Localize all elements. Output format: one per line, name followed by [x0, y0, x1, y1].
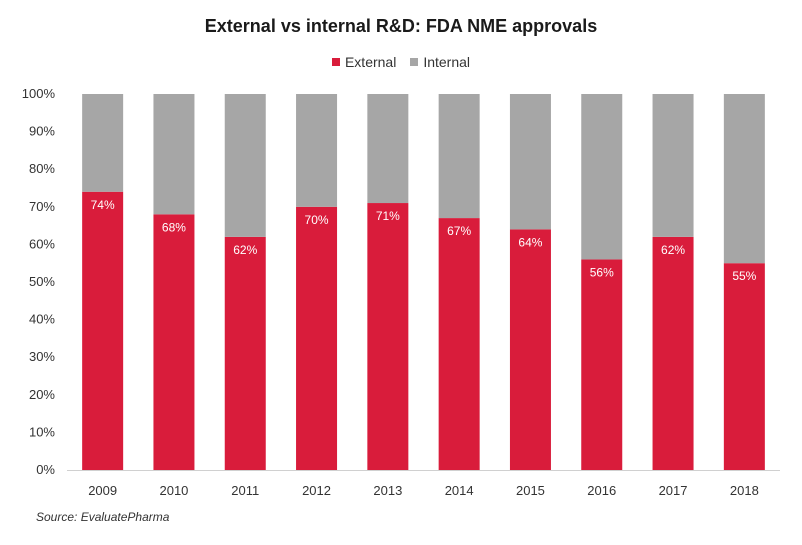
x-tick-label: 2012 [302, 483, 331, 498]
data-label: 55% [732, 269, 756, 283]
bar-internal-2011 [224, 94, 266, 237]
legend-item-external: External [331, 54, 397, 70]
y-tick-label: 50% [29, 274, 55, 289]
data-label: 74% [91, 198, 115, 212]
y-tick-label: 10% [29, 424, 55, 439]
bar-external-2017 [652, 236, 694, 470]
data-label: 68% [162, 220, 186, 234]
bar-external-2011 [224, 236, 266, 470]
bar-internal-2014 [438, 94, 480, 219]
x-tick-label: 2017 [659, 483, 688, 498]
chart-legend: External Internal [0, 54, 802, 70]
bar-internal-2013 [367, 94, 409, 204]
data-label: 71% [376, 209, 400, 223]
x-tick-label: 2014 [445, 483, 474, 498]
y-tick-label: 0% [36, 462, 55, 477]
legend-item-internal: Internal [410, 54, 470, 70]
y-tick-label: 40% [29, 312, 55, 327]
legend-swatch-external [331, 58, 340, 66]
y-tick-label: 100% [22, 86, 56, 101]
chart-title: External vs internal R&D: FDA NME approv… [204, 16, 598, 36]
bar-internal-2017 [652, 94, 694, 237]
bar-internal-2009 [82, 94, 124, 192]
bar-external-2010 [153, 214, 195, 470]
bar-external-2016 [581, 259, 623, 470]
y-tick-label: 90% [29, 124, 55, 139]
y-tick-label: 70% [29, 199, 55, 214]
bar-external-2015 [509, 229, 551, 470]
data-label: 56% [590, 265, 614, 279]
x-tick-label: 2018 [730, 483, 759, 498]
data-label: 70% [305, 213, 329, 227]
x-tick-label: 2010 [159, 483, 188, 498]
bar-external-2013 [367, 203, 409, 471]
data-label: 64% [518, 235, 542, 249]
data-label: 62% [661, 243, 685, 257]
bar-internal-2016 [581, 94, 623, 260]
legend-label-external: External [344, 54, 397, 70]
y-tick-label: 80% [29, 161, 55, 176]
y-tick-label: 30% [29, 349, 55, 364]
bar-internal-2015 [509, 94, 551, 230]
bar-external-2018 [723, 263, 765, 470]
bar-internal-2010 [153, 94, 195, 215]
legend-label-internal: Internal [423, 54, 471, 70]
data-label: 62% [233, 243, 257, 257]
data-label: 67% [447, 224, 471, 238]
source-note: Source: EvaluatePharma [36, 510, 170, 524]
bar-external-2014 [438, 218, 480, 470]
x-tick-label: 2013 [373, 483, 402, 498]
bar-external-2009 [82, 191, 124, 470]
bar-internal-2018 [723, 94, 765, 264]
x-tick-label: 2016 [587, 483, 616, 498]
legend-swatch-internal [410, 58, 419, 66]
bar-internal-2012 [296, 94, 338, 207]
x-tick-label: 2009 [88, 483, 117, 498]
x-tick-label: 2015 [516, 483, 545, 498]
y-tick-label: 60% [29, 236, 55, 251]
y-tick-label: 20% [29, 387, 55, 402]
bar-external-2012 [296, 206, 338, 471]
x-tick-label: 2011 [231, 483, 259, 498]
